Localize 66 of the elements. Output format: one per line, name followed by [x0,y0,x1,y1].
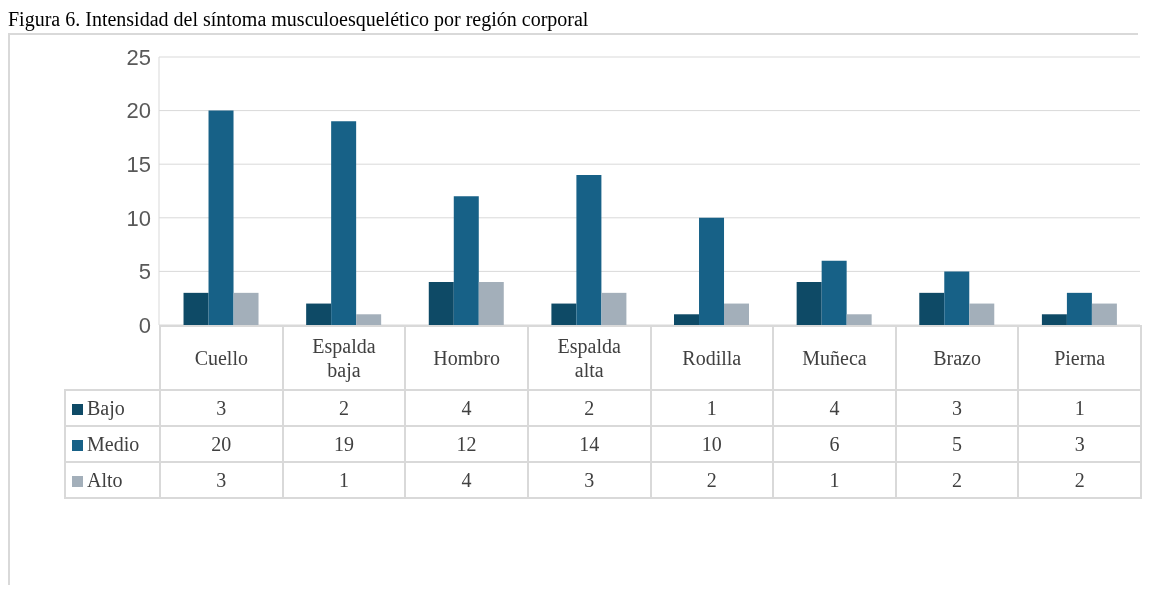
data-label: 1 [1018,390,1141,426]
x-tick-label: Brazo [895,326,1019,390]
data-label: 3 [895,390,1019,426]
y-tick-label: 5 [138,259,151,285]
bar [331,121,357,325]
data-label: 4 [405,462,528,498]
bar [1091,303,1117,325]
data-label: 2 [527,390,651,426]
bar [919,292,945,325]
x-tick-label: Muñeca [773,326,896,390]
data-label: 19 [282,426,406,462]
bar [1066,292,1092,325]
data-label: 20 [160,426,283,462]
legend-label: Medio [65,426,160,462]
bar [356,314,382,325]
data-label: 12 [405,426,528,462]
data-label: 3 [527,462,651,498]
bar [453,196,479,325]
bar [674,314,700,325]
bar [724,303,750,325]
y-tick-label: 15 [126,152,151,178]
data-label: 14 [527,426,651,462]
bar [969,303,995,325]
data-label: 3 [160,462,283,498]
bar [183,292,209,325]
bar [208,110,234,325]
data-label: 2 [1018,462,1141,498]
bar [233,292,259,325]
bar [428,282,454,325]
y-tick-label: 0 [138,312,151,338]
data-label: 10 [650,426,774,462]
y-tick-label: 20 [126,98,151,124]
x-tick-label: Espalda alta [527,326,651,390]
data-label: 2 [650,462,774,498]
chart-title: Figura 6. Intensidad del síntoma musculoesquelético por región corporal [8,8,590,31]
legend-label: Alto [65,462,160,498]
x-tick-label: Pierna [1018,326,1141,390]
data-label: 3 [1018,426,1141,462]
y-tick-label: 10 [126,205,151,231]
bar [601,292,627,325]
x-tick-label: Cuello [160,326,283,390]
bar [576,174,602,325]
bar [944,271,970,325]
data-label: 1 [282,462,406,498]
data-label: 3 [160,390,283,426]
x-tick-label: Hombro [405,326,528,390]
data-label: 4 [405,390,528,426]
y-tick-label: 25 [126,44,151,70]
bar [478,282,504,325]
data-label: 6 [773,426,896,462]
data-label: 4 [773,390,896,426]
bar [796,282,822,325]
legend-label: Bajo [65,390,160,426]
bar [551,303,577,325]
bar [821,260,847,325]
x-tick-label: Rodilla [650,326,774,390]
data-label: 2 [895,462,1019,498]
data-label: 5 [895,426,1019,462]
data-label: 1 [773,462,896,498]
bar [846,314,872,325]
data-label: 1 [650,390,774,426]
data-label: 2 [282,390,406,426]
bar [699,217,725,325]
bar [1041,314,1067,325]
x-tick-label: Espalda baja [282,326,406,390]
bar [306,303,332,325]
